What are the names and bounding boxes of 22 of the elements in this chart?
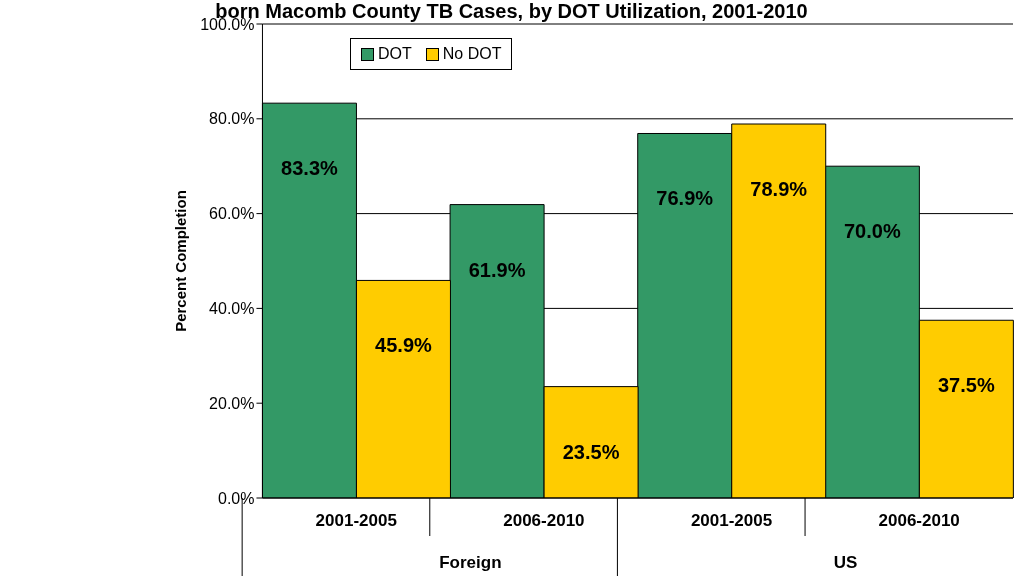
data-label: 70.0% — [844, 220, 901, 243]
x-tick-label: 2006-2010 — [878, 511, 960, 530]
text: Foreign — [439, 553, 502, 572]
data-label: 61.9% — [468, 258, 526, 281]
x-tick-label: 2001-2005 — [315, 511, 397, 530]
y-axis-title: Percent Completion — [171, 190, 189, 332]
y-tick-label: 40.0% — [209, 300, 255, 318]
x-tick-label: 2001-2005 — [690, 511, 773, 530]
data-label: 45.9% — [375, 334, 433, 357]
y-tick-label: 80.0% — [209, 110, 255, 128]
x-tick-label: 2006-2010 — [503, 511, 585, 530]
data-label: 37.5% — [938, 374, 995, 397]
text: US — [833, 553, 858, 572]
y-tick-label: 0.0% — [217, 489, 255, 507]
y-tick-label: 60.0% — [209, 205, 255, 223]
data-label: 23.5% — [562, 440, 620, 463]
data-label: 78.9% — [750, 178, 808, 201]
data-label: 76.9% — [656, 187, 714, 210]
legend-label: DOT — [377, 45, 412, 63]
y-tick-label: 20.0% — [209, 394, 255, 412]
legend-label: No DOT — [441, 45, 502, 63]
data-label: 83.3% — [281, 157, 339, 180]
